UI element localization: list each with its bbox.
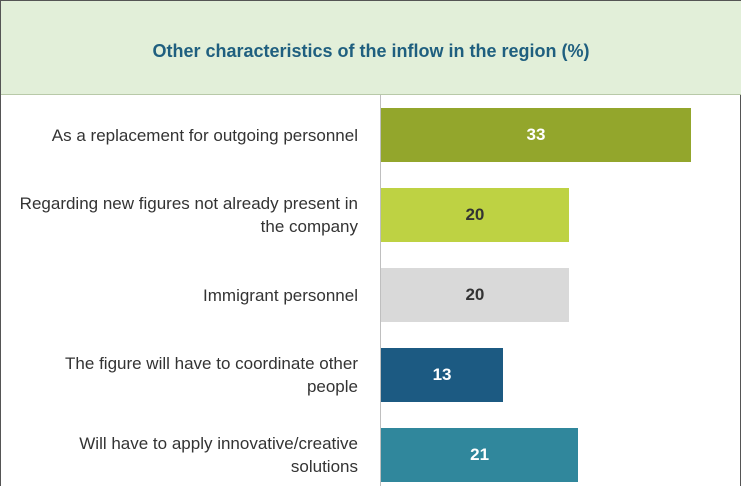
bar: 13	[381, 348, 504, 402]
data-label: 13	[432, 365, 452, 384]
bar: 20	[381, 188, 569, 242]
category-label: Will have to apply innovative/creative s…	[79, 434, 358, 476]
data-label: 20	[465, 205, 485, 224]
category-label: As a replacement for outgoing personnel	[51, 125, 358, 145]
data-label: 21	[470, 445, 490, 464]
bar: 33	[381, 108, 691, 162]
data-label: 20	[465, 285, 485, 304]
chart-title: Other characteristics of the inflow in t…	[152, 41, 590, 61]
category-label: The figure will have to coordinate other…	[65, 354, 358, 396]
category-label: Immigrant personnel	[203, 285, 358, 305]
bar: 20	[381, 268, 569, 322]
header: Other characteristics of the inflow in t…	[1, 1, 741, 95]
axis-line	[380, 95, 381, 486]
data-label: 33	[526, 125, 546, 144]
bar: 21	[381, 428, 579, 482]
category-label: Regarding new figures not already presen…	[19, 194, 358, 236]
